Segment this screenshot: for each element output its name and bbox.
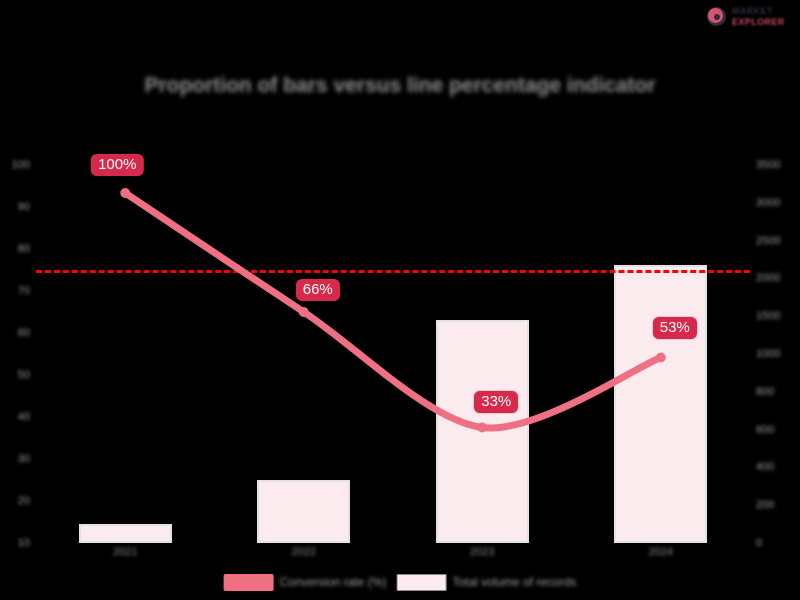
legend-swatch-bar-icon bbox=[396, 573, 447, 591]
right-axis-tick-5: 1000 bbox=[756, 348, 781, 360]
right-axis-tick-9: 200 bbox=[756, 499, 775, 512]
chart-title: Proportion of bars versus line percentag… bbox=[144, 74, 656, 97]
left-axis-tick-8: 20 bbox=[17, 495, 30, 507]
right-axis-tick-8: 400 bbox=[756, 461, 775, 474]
right-axis-tick-4: 1500 bbox=[756, 310, 781, 323]
line-marker-2022[interactable] bbox=[298, 307, 309, 317]
plot-area: 100% 66% 33% 53% bbox=[36, 154, 750, 543]
left-axis: 100 90 80 70 60 50 40 30 20 10 bbox=[0, 159, 30, 549]
left-axis-tick-7: 30 bbox=[17, 453, 30, 465]
left-axis-tick-6: 40 bbox=[17, 411, 30, 423]
reference-line bbox=[36, 270, 750, 273]
left-axis-tick-3: 70 bbox=[17, 285, 30, 297]
bar-2021[interactable] bbox=[78, 523, 172, 543]
circle-logo-icon bbox=[706, 6, 728, 28]
logo-line-1: MARKET bbox=[732, 6, 773, 16]
value-label-2022: 66% bbox=[295, 279, 340, 301]
left-axis-tick-2: 80 bbox=[17, 243, 30, 255]
left-axis-tick-5: 50 bbox=[17, 369, 30, 381]
category-label-2023: 2023 bbox=[470, 546, 495, 558]
line-path bbox=[121, 189, 665, 432]
bar-2022[interactable] bbox=[257, 479, 351, 543]
right-axis-tick-2: 2500 bbox=[756, 234, 781, 247]
left-axis-tick-1: 90 bbox=[17, 201, 30, 213]
logo-line-2: EXPLORER bbox=[732, 17, 785, 27]
line-marker-2023[interactable] bbox=[477, 422, 488, 433]
right-axis-tick-3: 2000 bbox=[756, 272, 781, 285]
right-axis-tick-1: 3000 bbox=[756, 196, 781, 209]
legend-swatch-line-icon bbox=[223, 573, 274, 591]
logo-wordmark: MARKET EXPLORER bbox=[732, 7, 785, 27]
legend-item-1[interactable]: Total volume of records bbox=[396, 573, 577, 591]
right-axis-tick-10: 0 bbox=[756, 537, 763, 549]
right-axis-tick-7: 600 bbox=[756, 423, 775, 436]
value-label-2021: 100% bbox=[91, 154, 144, 176]
legend-item-0[interactable]: Conversion rate (%) bbox=[223, 573, 387, 591]
legend-label-0: Conversion rate (%) bbox=[279, 575, 387, 589]
left-axis-tick-9: 10 bbox=[17, 537, 30, 549]
right-axis: 3500 3000 2500 2000 1500 1000 800 600 400 200 0 bbox=[756, 159, 798, 549]
legend-label-1: Total volume of records bbox=[452, 575, 577, 589]
chart-legend: Conversion rate (%) Total volume of recor… bbox=[220, 570, 581, 594]
line-marker-2021[interactable] bbox=[120, 188, 131, 198]
left-axis-tick-4: 60 bbox=[17, 327, 30, 339]
value-label-2024: 53% bbox=[652, 316, 697, 339]
line-marker-2024[interactable] bbox=[655, 352, 666, 363]
logo-dot bbox=[714, 14, 720, 20]
left-axis-tick-0: 100 bbox=[11, 159, 30, 171]
category-label-2021: 2021 bbox=[113, 546, 138, 558]
right-axis-tick-0: 3500 bbox=[756, 159, 781, 171]
brand-logo: MARKET EXPLORER bbox=[706, 4, 796, 30]
line-series-layer bbox=[120, 188, 666, 433]
category-label-2024: 2024 bbox=[648, 546, 673, 558]
category-label-2022: 2022 bbox=[291, 546, 316, 558]
right-axis-tick-6: 800 bbox=[756, 385, 775, 398]
bar-2024[interactable] bbox=[614, 265, 708, 543]
value-label-2023: 33% bbox=[474, 390, 519, 413]
plot-inner: 100% 66% 33% 53% bbox=[36, 154, 750, 543]
